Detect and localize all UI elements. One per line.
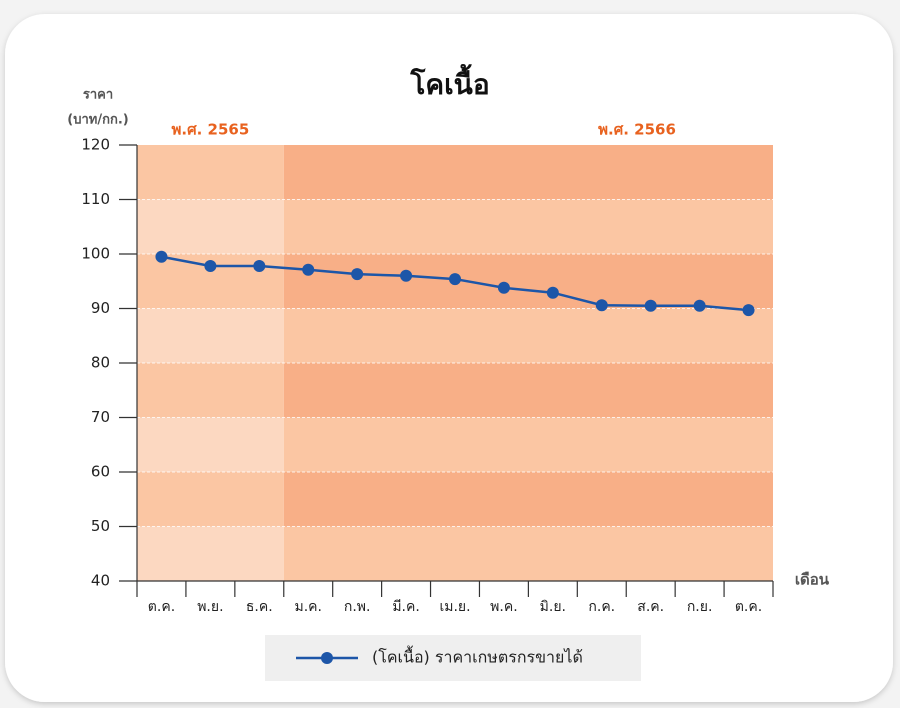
x-tick-label: ส.ค. bbox=[637, 599, 664, 615]
y-tick-label: 40 bbox=[91, 572, 110, 590]
period-band bbox=[283, 526, 773, 581]
y-tick-label: 90 bbox=[91, 299, 110, 317]
data-point bbox=[595, 299, 608, 312]
y-tick-label: 60 bbox=[91, 463, 110, 481]
data-point bbox=[644, 299, 657, 312]
period-band bbox=[283, 308, 773, 363]
x-tick-label: ม.ค. bbox=[294, 599, 322, 615]
period-band bbox=[283, 145, 773, 200]
period-band bbox=[283, 254, 773, 309]
data-point bbox=[449, 273, 461, 286]
x-tick-label: พ.ย. bbox=[197, 599, 223, 615]
data-point bbox=[302, 263, 315, 276]
period-band bbox=[137, 526, 284, 581]
x-tick-label: พ.ค. bbox=[490, 599, 518, 615]
period-band bbox=[137, 199, 284, 254]
period-band bbox=[137, 472, 284, 527]
x-tick-label: ก.พ. bbox=[344, 599, 371, 615]
y-tick-label: 80 bbox=[91, 354, 110, 372]
data-point bbox=[204, 259, 217, 272]
y-tick-label: 70 bbox=[91, 408, 110, 426]
data-point bbox=[693, 299, 706, 312]
period-label: พ.ศ. 2565 bbox=[171, 121, 249, 139]
y-tick-label: 110 bbox=[81, 190, 110, 208]
period-band bbox=[283, 199, 773, 254]
y-tick-label: 50 bbox=[91, 517, 110, 535]
x-tick-label: ต.ค. bbox=[735, 599, 762, 615]
period-band bbox=[137, 145, 284, 200]
x-tick-label: มี.ค. bbox=[392, 599, 420, 615]
period-band bbox=[283, 417, 773, 472]
data-point bbox=[400, 269, 413, 282]
data-point bbox=[155, 250, 168, 263]
period-band bbox=[137, 363, 284, 418]
plot-area bbox=[137, 145, 773, 581]
x-tick-label: ธ.ค. bbox=[246, 599, 273, 615]
legend-label: (โคเนื้อ) ราคาเกษตรกรขายได้ bbox=[372, 646, 583, 667]
x-tick-label: ก.ค. bbox=[588, 599, 615, 615]
data-point bbox=[742, 304, 755, 317]
x-axis-title: เดือน bbox=[795, 571, 830, 589]
data-point bbox=[351, 268, 364, 281]
period-band bbox=[137, 308, 284, 363]
legend-marker bbox=[321, 652, 333, 664]
period-band bbox=[283, 472, 773, 527]
data-point bbox=[253, 259, 266, 272]
y-tick-label: 120 bbox=[81, 136, 110, 154]
period-label: พ.ศ. 2566 bbox=[598, 121, 676, 139]
y-axis-title: ราคา bbox=[83, 88, 113, 103]
data-point bbox=[546, 286, 559, 299]
x-tick-label: เม.ย. bbox=[439, 599, 470, 615]
chart-title: โคเนื้อ bbox=[409, 63, 489, 101]
y-axis-title: (บาท/กก.) bbox=[67, 113, 128, 128]
period-band bbox=[283, 363, 773, 418]
x-tick-label: ต.ค. bbox=[148, 599, 175, 615]
x-tick-label: มิ.ย. bbox=[540, 599, 566, 615]
x-tick-label: ก.ย. bbox=[687, 599, 713, 615]
y-tick-label: 100 bbox=[81, 245, 110, 263]
data-point bbox=[497, 281, 510, 294]
period-band bbox=[137, 417, 284, 472]
